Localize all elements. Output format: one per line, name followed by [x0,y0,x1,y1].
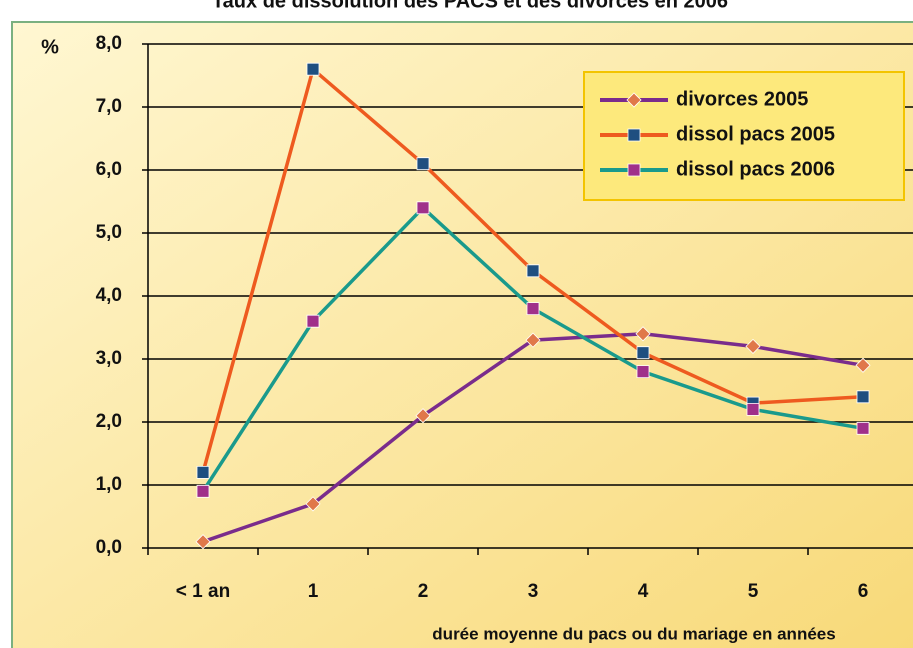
data-point [415,408,431,424]
legend-label: dissol pacs 2006 [676,158,835,180]
data-point [526,264,540,278]
x-tick-label: 4 [638,581,649,602]
data-point [745,338,761,354]
legend-label: divorces 2005 [676,88,808,110]
x-tick-label: < 1 an [176,581,230,602]
y-tick-label: 4,0 [96,285,122,306]
y-tick-label: 7,0 [96,96,122,117]
data-point [856,421,870,435]
chart-title: Taux de dissolution des PACS et des divo… [212,0,728,12]
y-tick-label: 0,0 [96,537,122,558]
legend-marker [626,92,642,108]
data-point [635,326,651,342]
y-axis-label: % [41,36,59,58]
y-tick-label: 8,0 [96,33,122,54]
data-point [416,201,430,215]
legend-marker [627,128,641,142]
data-point [196,465,210,479]
data-point [636,346,650,360]
y-tick-label: 5,0 [96,222,122,243]
x-tick-label: 3 [528,581,539,602]
x-axis-label: durée moyenne du pacs ou du mariage en a… [432,624,835,643]
data-point [746,402,760,416]
x-tick-label: 5 [748,581,759,602]
y-tick-label: 1,0 [96,474,122,495]
data-point [526,302,540,316]
data-point [636,365,650,379]
data-point [525,332,541,348]
data-point [416,157,430,171]
data-point [305,496,321,512]
data-point [306,314,320,328]
y-tick-label: 3,0 [96,348,122,369]
x-tick-label: 6 [858,581,869,602]
legend-label: dissol pacs 2005 [676,123,835,145]
data-point [855,357,871,373]
x-tick-label: 2 [418,581,429,602]
data-point [196,484,210,498]
y-tick-label: 2,0 [96,411,122,432]
y-tick-label: 6,0 [96,159,122,180]
data-point [856,390,870,404]
x-tick-label: 1 [308,581,319,602]
data-point [195,534,211,550]
data-point [306,62,320,76]
legend-marker [627,163,641,177]
